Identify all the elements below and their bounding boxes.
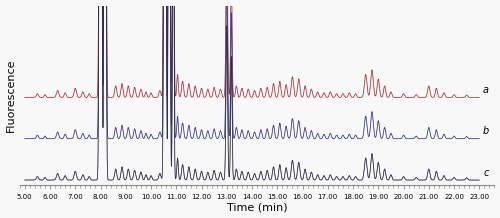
X-axis label: Time (min): Time (min) <box>227 203 288 213</box>
Text: c: c <box>483 168 488 178</box>
Y-axis label: Fluorescence: Fluorescence <box>6 58 16 132</box>
Text: a: a <box>483 85 489 95</box>
Text: b: b <box>483 126 490 136</box>
